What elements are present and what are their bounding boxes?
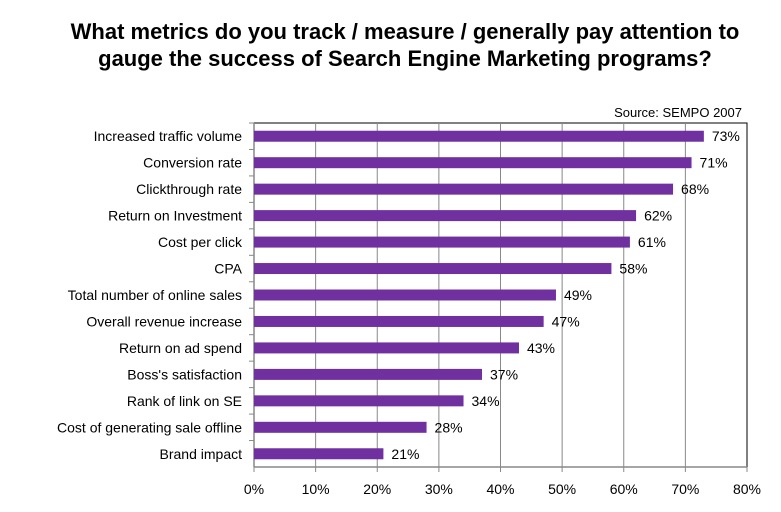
data-label: 21% [391, 446, 419, 462]
x-tick-label: 10% [302, 481, 330, 497]
x-tick-label: 20% [363, 481, 391, 497]
data-label: 73% [712, 128, 740, 144]
x-tick-label: 80% [733, 481, 761, 497]
category-label: Brand impact [160, 446, 243, 462]
data-label: 58% [619, 261, 647, 277]
data-label: 62% [644, 208, 672, 224]
category-label: CPA [214, 261, 242, 277]
data-label: 43% [527, 340, 555, 356]
category-label: Cost of generating sale offline [57, 419, 242, 435]
bar [254, 395, 464, 407]
data-label: 49% [564, 287, 592, 303]
bar [254, 236, 630, 248]
data-label: 37% [490, 366, 518, 382]
x-tick-label: 40% [486, 481, 514, 497]
x-tick-label: 70% [671, 481, 699, 497]
category-label: Return on Investment [108, 208, 242, 224]
category-label: Clickthrough rate [136, 181, 242, 197]
bar [254, 368, 483, 380]
x-tick-label: 60% [610, 481, 638, 497]
data-label: 61% [638, 234, 666, 250]
data-label: 71% [700, 155, 728, 171]
bar [254, 342, 519, 354]
bar [254, 183, 674, 195]
x-tick-label: 30% [425, 481, 453, 497]
category-label: Boss's satisfaction [127, 366, 242, 382]
x-tick-label: 0% [244, 481, 264, 497]
bar [254, 421, 427, 433]
chart-title: What metrics do you track / measure / ge… [70, 19, 740, 71]
bar [254, 157, 692, 169]
x-tick-label: 50% [548, 481, 576, 497]
bar [254, 263, 612, 275]
bar [254, 210, 637, 222]
category-label: Rank of link on SE [127, 393, 242, 409]
category-label: Overall revenue increase [86, 313, 242, 329]
source-note: Source: SEMPO 2007 [614, 105, 742, 120]
data-label: 47% [552, 313, 580, 329]
bar [254, 448, 384, 460]
category-label: Cost per click [158, 234, 243, 250]
data-label: 28% [435, 419, 463, 435]
category-label: Conversion rate [143, 155, 242, 171]
data-label: 34% [472, 393, 500, 409]
bar [254, 289, 556, 301]
bar [254, 315, 544, 327]
category-label: Total number of online sales [68, 287, 242, 303]
bar [254, 130, 704, 142]
data-label: 68% [681, 181, 709, 197]
category-label: Return on ad spend [119, 340, 242, 356]
category-label: Increased traffic volume [94, 128, 243, 144]
